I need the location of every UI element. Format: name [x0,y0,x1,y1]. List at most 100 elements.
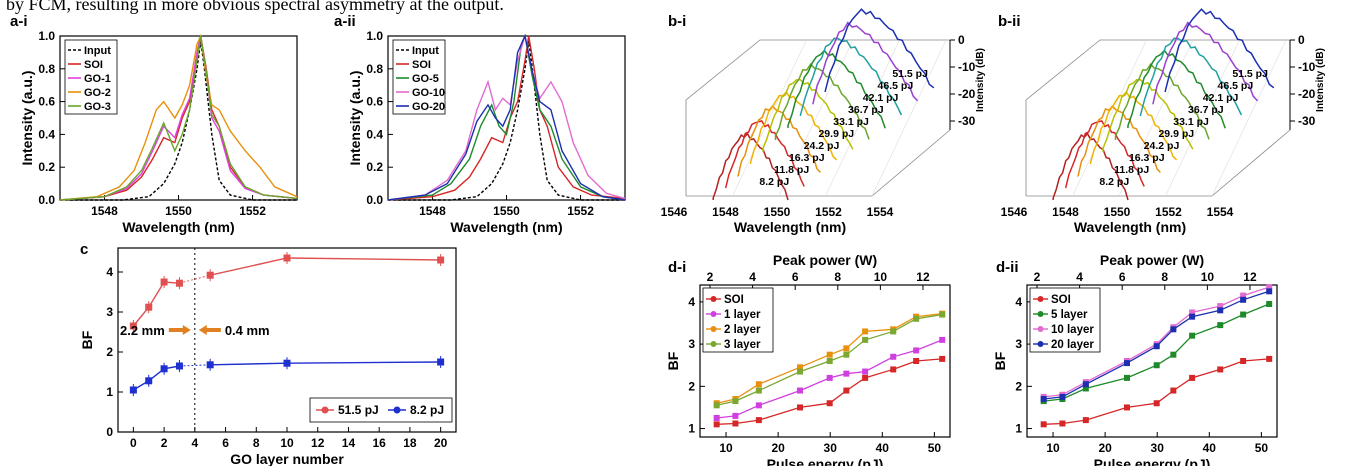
b-i-spectrum [787,49,886,129]
d-i-x2-tick-label: 10 [874,270,888,284]
b-ii-spectrum [1102,78,1194,153]
d-ii-point [1170,351,1177,358]
b-i-grid-line [732,39,807,197]
d-ii-y-tick-label: 1 [1015,422,1022,436]
d-ii-point [1170,387,1177,394]
d-ii-x-axis-label: Pulse energy (pJ) [1094,456,1211,466]
d-i-series-2-layer [716,313,943,404]
a-i-x-axis-label: Wavelength (nm) [122,219,234,235]
a-ii-y-tick-label: 0.4 [366,127,383,141]
a-i-legend-label: SOI [84,59,103,71]
b-ii-grid-line [1211,39,1287,197]
b-ii-z-tick-label: -10 [1298,60,1316,74]
d-i-point [913,358,920,364]
d-i-legend-marker [710,311,717,317]
b-i-energy-label: 29.9 pJ [818,128,854,140]
d-ii-point [1266,355,1273,362]
a-i-legend-label: Input [84,45,111,57]
a-i-x-tick-label: 1548 [91,204,118,218]
b-ii-spectrum [1127,49,1226,129]
d-ii-point [1266,284,1273,291]
b-ii-grid-line [1165,39,1240,197]
b-ii-spectrum [1089,90,1178,165]
d-i-point [755,402,762,409]
b-ii-z-tick-label: -20 [1298,87,1316,101]
a-ii-series-go-5 [387,33,626,201]
b-i-x-tick-label: 1550 [764,205,791,219]
b-i-x-tick-label: 1548 [712,205,739,219]
a-i-legend [64,39,118,115]
d-i-y-tick-label: 3 [688,337,695,351]
d-i-point [797,387,803,394]
b-ii-grid-line [1072,39,1147,197]
c-y-axis-label: BF [79,330,95,349]
d-i-point [862,336,869,343]
d-i-point [862,374,869,381]
d-i-point [843,345,850,352]
d-ii-point [1240,296,1247,303]
d-i-point [843,370,850,377]
c-y-tick-label: 3 [106,305,113,319]
d-ii-point [1170,326,1177,333]
c-series-8_2-pJ [133,365,180,391]
a-i-legend-label: GO-1 [84,73,111,85]
b-i-spectrum [724,120,805,189]
d-ii-series-20-layer [1043,290,1270,400]
d-ii-x-tick-label: 10 [1046,441,1060,455]
d-i-x2-tick-label: 4 [749,270,756,284]
d-ii-point [1153,400,1160,407]
d-i-series-1-layer [716,339,943,419]
d-i-point [826,400,833,407]
b-i-x-tick-label: 1552 [815,205,842,219]
a-ii-legend-label: Input [412,45,439,57]
b-i-panel-label: b-i [668,13,686,30]
d-ii-point [1082,385,1089,392]
d-i-x2-tick-label: 12 [916,270,930,284]
b-ii-x-tick-label: 1546 [1001,205,1028,219]
b-i-spectrum [799,37,903,117]
d-i-x-tick-label: 10 [719,441,733,455]
d-ii-point [1189,313,1196,320]
d-ii-point [1240,358,1247,364]
b-i-x-tick-label: 1546 [661,205,688,219]
d-i-point [843,387,850,394]
d-i-point [713,402,720,409]
d-i-point [862,368,869,375]
a-i-y-tick-label: 0.0 [38,193,55,207]
a-ii-legend-label: GO-20 [412,101,445,113]
c-series-link [179,364,211,367]
c-legend-label: 51.5 pJ [338,403,379,417]
b-i-spectrum [774,63,870,140]
c-y-tick-label: 4 [106,265,113,279]
b-ii-energy-label: 42.1 pJ [1203,92,1239,104]
d-i-point [826,351,833,358]
d-i-legend-label: SOI [724,294,744,306]
d-ii-panel-label: d-ii [996,259,1019,276]
a-ii-series-go-20 [387,33,626,201]
b-i-energy-label: 16.3 pJ [789,152,825,164]
a-i-series-go-3 [59,35,298,201]
d-ii-point [1153,362,1160,369]
b-ii-spectrum [1064,120,1145,189]
b-i-z-axis-label: Intensity (dB) [975,48,986,112]
d-i-point [843,351,850,358]
c-series-51_5-pJ [132,281,180,327]
a-i-y-tick-label: 0.2 [38,160,55,174]
b-ii-energy-label: 11.8 pJ [1114,164,1149,176]
b-ii-z-tick-label: 0 [1298,33,1305,47]
a-ii-x-tick-label: 1550 [493,204,520,218]
c-legend-marker [393,406,401,414]
a-ii-y-tick-label: 0.2 [366,160,383,174]
d-ii-point [1217,307,1224,314]
b-i-z-tick-label: -20 [958,87,976,101]
caption-text: by FCM, resulting in more obvious spectr… [6,0,504,14]
b-i-energy-label: 24.2 pJ [804,140,840,152]
a-ii-y-tick-label: 1.0 [366,29,383,43]
d-ii-legend-marker [1037,326,1044,332]
c-annotation-right: 0.4 mm [225,323,270,338]
c-y-tick-label: 1 [106,385,113,399]
d-i-point [939,336,946,343]
d-ii-point [1059,420,1066,427]
b-i-z-tick-label: -10 [958,60,976,74]
d-i-plot-frame [699,284,951,438]
